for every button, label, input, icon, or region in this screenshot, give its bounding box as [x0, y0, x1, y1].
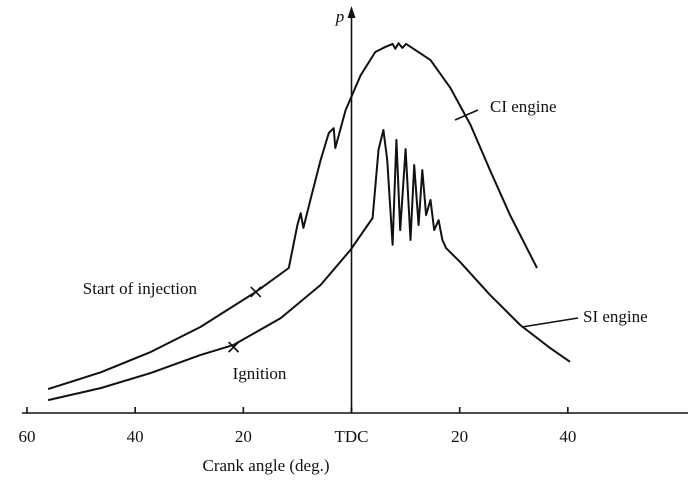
curve — [47, 42, 538, 391]
x-tick-label: 40 — [559, 427, 576, 446]
x-axis-label: Crank angle (deg.) — [203, 456, 330, 475]
y-axis-arrow — [347, 6, 356, 18]
cross-marker — [228, 341, 240, 353]
curve — [47, 129, 571, 402]
annotation: Ignition — [233, 364, 287, 383]
annotation: Start of injection — [83, 279, 198, 298]
leader-line — [454, 109, 479, 121]
x-tick-label: 60 — [19, 427, 36, 446]
x-tick-label: 40 — [127, 427, 144, 446]
x-tick-label: TDC — [335, 427, 369, 446]
x-tick-label: 20 — [451, 427, 468, 446]
series-label: CI engine — [490, 97, 557, 116]
x-tick-label: 20 — [235, 427, 252, 446]
cross-marker — [250, 286, 262, 298]
y-axis-label: p — [335, 7, 345, 26]
series-label: SI engine — [583, 307, 648, 326]
leader-line — [521, 317, 579, 328]
